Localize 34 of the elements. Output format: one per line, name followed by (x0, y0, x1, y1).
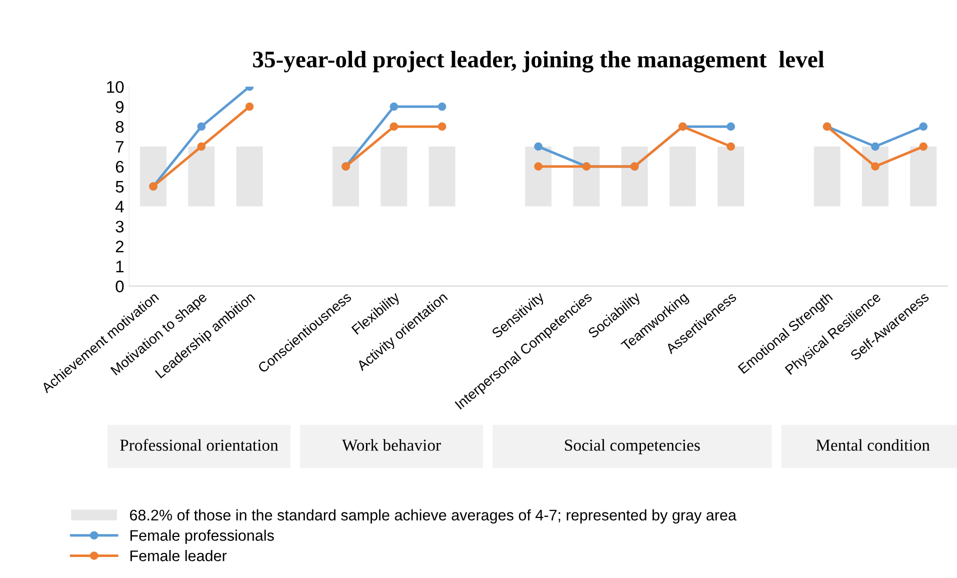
point (197, 142, 206, 151)
chart-title: 35-year-old project leader, joining the management level (253, 50, 824, 72)
y-tick-label: 0 (116, 280, 124, 292)
legend-label: Female professionals (130, 530, 274, 544)
point (197, 122, 206, 131)
text: Work behavior (342, 439, 441, 451)
point (726, 142, 736, 151)
point (919, 142, 928, 151)
y-tick-label: 8 (116, 120, 124, 133)
point (438, 122, 446, 131)
y-tick-label: 4 (115, 200, 124, 212)
point (390, 102, 398, 111)
text: Professional orientation (120, 438, 278, 451)
y-tick-label: 1 (116, 260, 124, 272)
y-tick-label: 2 (116, 240, 124, 252)
y-tick-label: 5 (116, 180, 124, 193)
y-tick-label: 6 (116, 160, 124, 173)
point (534, 162, 542, 171)
legend-label: Female leader (130, 550, 227, 562)
y-tick-label: 9 (116, 101, 124, 113)
point (245, 102, 254, 111)
point (871, 162, 880, 171)
y-tick-label: 10 (107, 81, 124, 93)
point (534, 142, 542, 151)
point (438, 102, 446, 111)
y-tick-label: 3 (116, 220, 124, 232)
point (919, 122, 928, 131)
point (726, 122, 736, 131)
text: Social competencies (565, 439, 700, 454)
point (390, 122, 398, 131)
legend-label: 68.2% of those in the standard sample achieve averages of 4-7; represented by gray area (130, 509, 736, 524)
y-tick-label: 7 (116, 141, 124, 153)
point (871, 142, 880, 151)
text: Mental condition (816, 439, 930, 451)
